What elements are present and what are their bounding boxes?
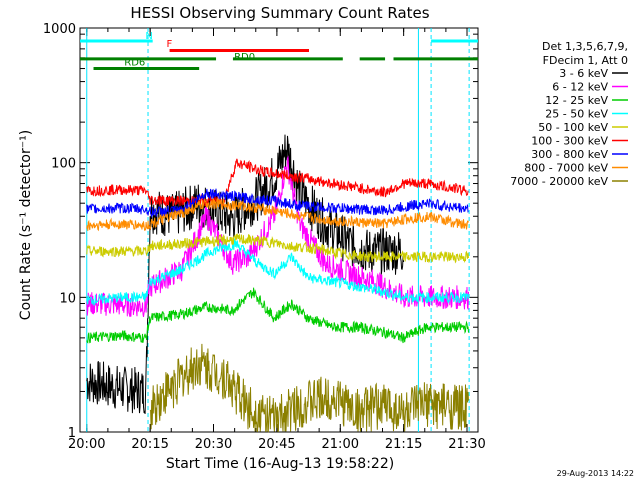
annotation-label: N [145,31,152,42]
series-group [86,134,469,433]
legend: Det 1,3,5,6,7,9,FDecim 1, Att 03 - 6 keV… [510,40,628,188]
legend-label: 6 - 12 keV [552,81,608,94]
series-line [86,134,405,414]
axes: 1 10 100 1000 20:00 20:15 20:30 20:45 21:00 21:15… [43,22,486,452]
x-tick-label: 21:15 [385,437,422,452]
legend-label: 7000 - 20000 keV [510,175,608,188]
legend-label: 800 - 7000 keV [524,162,608,175]
series-line [86,155,469,317]
legend-header: Det 1,3,5,6,7,9, [542,40,628,53]
annotation-label: RD6 [124,57,145,68]
chart-title: HESSI Observing Summary Count Rates [130,4,429,22]
x-axis-label: Start Time (16-Aug-13 19:58:22) [166,456,394,472]
legend-header: FDecim 1, Att 0 [543,54,628,67]
legend-label: 3 - 6 keV [559,67,608,80]
x-tick-label: 21:00 [322,437,359,452]
series-line [86,188,469,218]
series-line [86,237,469,307]
annotation-group: N F RD0 RD6 [80,31,478,71]
series-line [86,197,469,232]
legend-label: 300 - 800 keV [531,148,608,161]
series-line [86,287,469,344]
y-tick-label: 1000 [43,22,76,37]
legend-label: 50 - 100 keV [538,121,608,134]
x-tick-label: 20:00 [68,437,105,452]
annotation-label: RD0 [234,52,255,63]
legend-label: 25 - 50 keV [545,108,608,121]
legend-label: 100 - 300 keV [531,135,608,148]
series-line [86,232,469,264]
series-line [86,158,469,208]
y-tick-label: 10 [59,291,76,306]
y-axis-label: Count Rate (s⁻¹ detector⁻¹) [18,130,34,320]
y-tick-label: 100 [51,157,76,172]
x-tick-label: 20:30 [195,437,232,452]
y-tick-label: 1 [68,426,76,441]
footer-date: 29-Aug-2013 14:22 [557,469,634,478]
plot-frame [79,27,479,433]
annotation-label: F [167,39,173,50]
series-line [149,343,469,433]
x-tick-label: 21:30 [448,437,485,452]
x-tick-label: 20:45 [258,437,295,452]
x-tick-label: 20:15 [131,437,168,452]
legend-label: 12 - 25 keV [545,94,608,107]
